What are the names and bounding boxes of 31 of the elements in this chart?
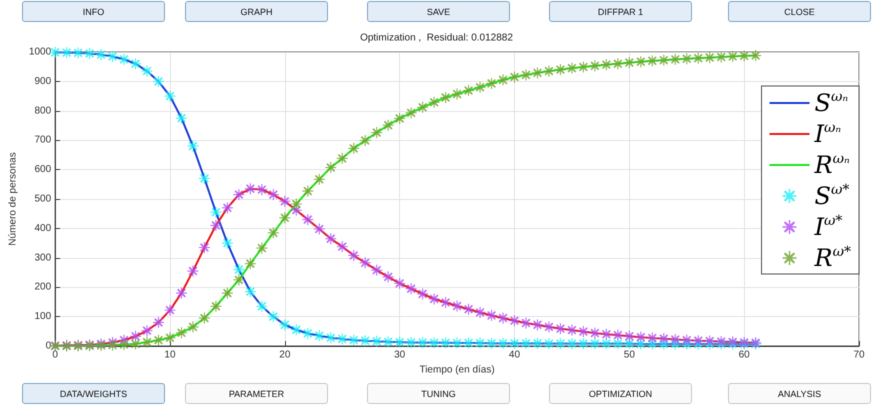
y-tick-label: 0 xyxy=(46,340,52,352)
y-tick-label: 600 xyxy=(34,164,52,176)
y-tick-label: 1000 xyxy=(28,46,52,58)
x-tick-label: 40 xyxy=(508,350,520,360)
text: OPTIMIZATION xyxy=(549,383,692,404)
text: PARAMETER xyxy=(185,383,328,404)
x-tick-label: 60 xyxy=(738,350,750,360)
x-tick-label: 50 xyxy=(624,350,636,360)
y-tick-label: 700 xyxy=(34,134,52,146)
text: CLOSE xyxy=(728,1,871,22)
chart-title: Optimization , Residual: 0.012882 xyxy=(360,32,514,44)
text: TUNING xyxy=(367,383,510,404)
y-tick-label: 900 xyxy=(34,76,52,87)
y-tick-label: 100 xyxy=(34,311,52,322)
text: INFO xyxy=(22,1,165,22)
text: DIFFPAR 1 xyxy=(549,1,692,22)
x-axis-title: Tiempo (en días) xyxy=(419,364,495,376)
y-tick-label: 300 xyxy=(34,252,52,264)
text: GRAPH xyxy=(185,1,328,22)
x-tick-label: 70 xyxy=(853,350,865,360)
y-tick-label: 500 xyxy=(34,194,52,204)
x-tick-label: 10 xyxy=(164,350,176,360)
y-tick-label: 800 xyxy=(34,105,52,116)
y-tick-label: 400 xyxy=(34,222,52,234)
y-tick-label: 200 xyxy=(34,282,52,293)
text: SAVE xyxy=(367,1,510,22)
x-tick-label: 30 xyxy=(394,350,406,360)
x-tick-label: 20 xyxy=(279,350,291,360)
text: DATA/WEIGHTS xyxy=(22,383,165,404)
y-axis-title: Número de personas xyxy=(8,152,18,246)
text: ANALYSIS xyxy=(728,383,871,404)
